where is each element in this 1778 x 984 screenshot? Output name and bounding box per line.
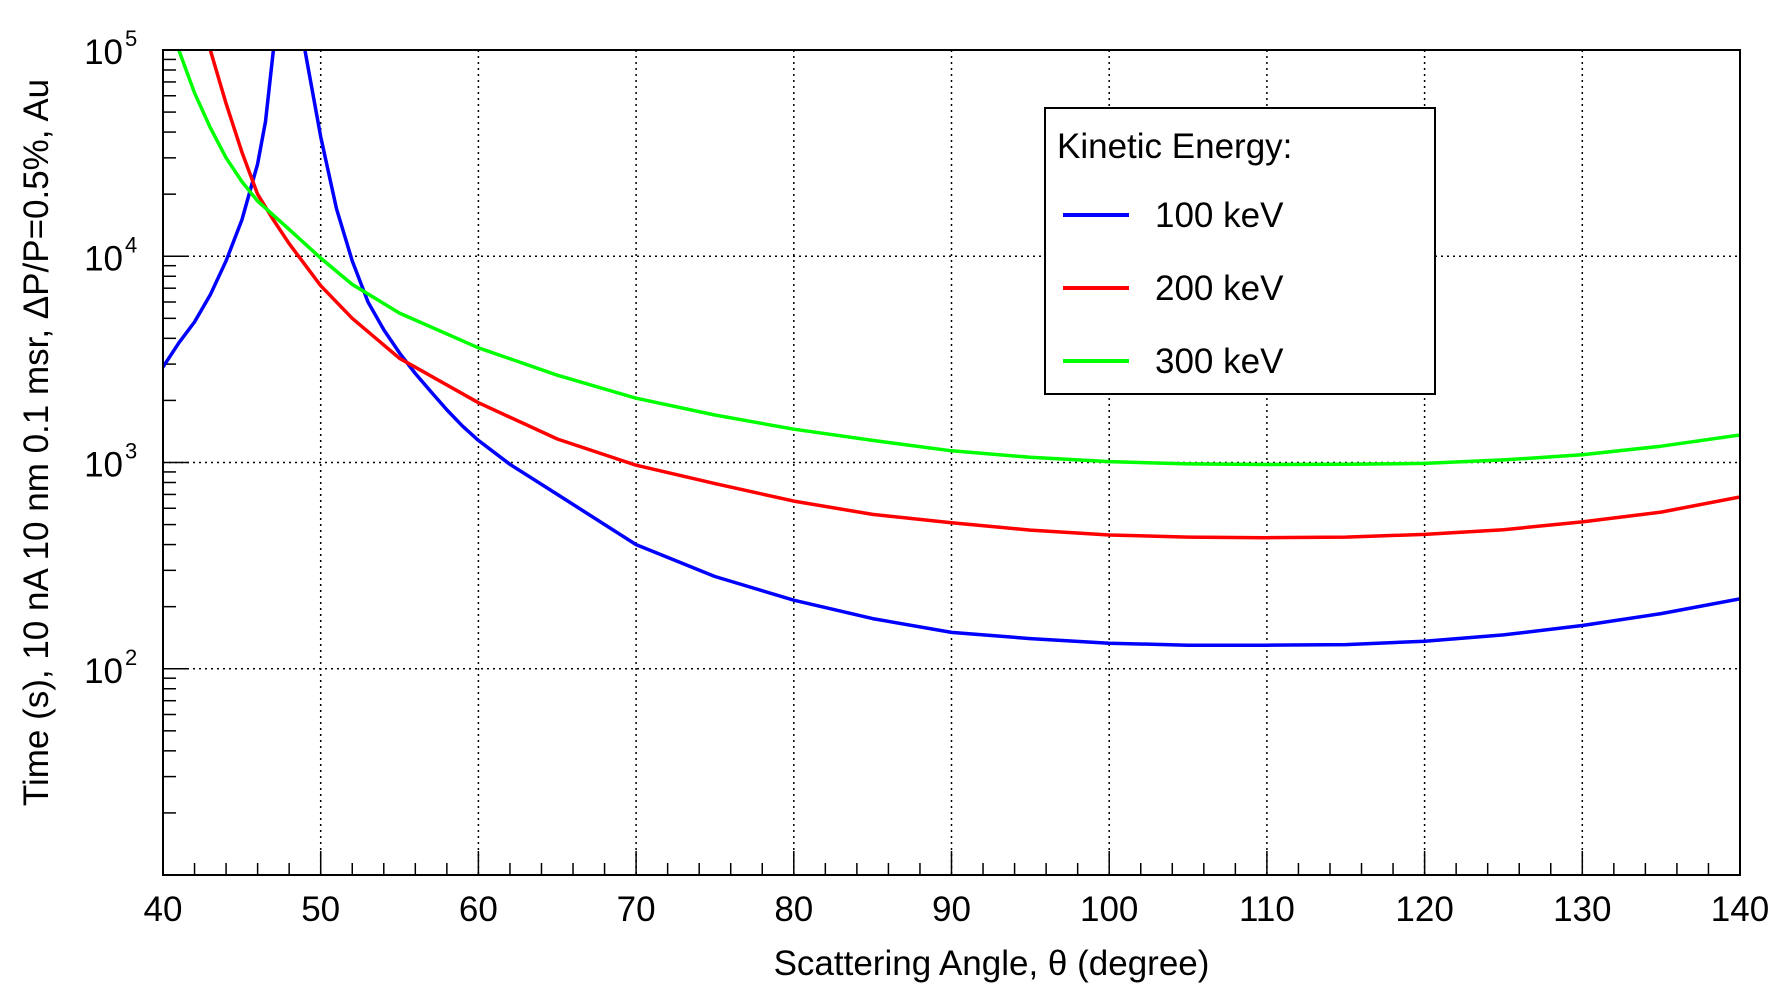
series-line: [208, 50, 1740, 540]
x-axis-label: Scattering Angle, θ (degree): [774, 944, 1210, 983]
y-tick-label: 10: [84, 239, 123, 278]
y-tick-base: 10: [84, 33, 123, 72]
y-tick-label: 10: [84, 33, 123, 72]
legend-box: [1044, 107, 1436, 395]
series-300-kev: [177, 50, 1740, 467]
series-line: [303, 50, 1740, 647]
y-tick-base: 10: [84, 652, 123, 691]
series-layer: [163, 50, 1740, 647]
legend-title: Kinetic Energy:: [1057, 127, 1292, 166]
series-100-kev: [163, 50, 1740, 647]
x-tick-label: 80: [774, 890, 813, 929]
legend-item: 100 keV: [1063, 196, 1284, 235]
x-tick-labels: 40 50 60 70 80 90 100 110 120 130 140: [144, 890, 1770, 929]
plot-frame: [162, 49, 1741, 876]
x-tick-label: 60: [459, 890, 498, 929]
x-tick-label: 100: [1080, 890, 1138, 929]
x-tick-label: 130: [1553, 890, 1611, 929]
legend-label: 100 keV: [1155, 196, 1284, 235]
series-line: [163, 50, 276, 369]
x-tick-label: 120: [1395, 890, 1453, 929]
legend-label: 200 keV: [1155, 269, 1284, 308]
x-tick-label: 40: [144, 890, 183, 929]
x-tick-label: 50: [301, 890, 340, 929]
x-tick-label: 110: [1239, 890, 1295, 929]
legend-item: 300 keV: [1063, 342, 1284, 381]
y-tick-label: 10: [84, 652, 123, 691]
y-tick-exponent: 2: [125, 645, 137, 670]
y-tick-base: 10: [84, 239, 123, 278]
y-tick-exponent: 5: [125, 26, 137, 51]
y-tick-exponent: 3: [125, 439, 137, 464]
x-tick-label: 70: [617, 890, 656, 929]
minor-ticks: [162, 49, 1741, 876]
y-tick-base: 10: [84, 446, 123, 485]
grid: [163, 50, 1740, 875]
y-axis-label: Time (s), 10 nA 10 nm 0.1 msr, ΔP/P=0.5%…: [17, 79, 56, 806]
legend-label: 300 keV: [1155, 342, 1284, 381]
x-tick-label: 90: [932, 890, 971, 929]
y-tick-exponent: 4: [125, 232, 137, 257]
legend-items: 100 keV 200 keV 300 keV: [1063, 196, 1284, 381]
legend: Kinetic Energy: 100 keV 200 keV 300 keV: [1044, 107, 1436, 395]
y-tick-label: 10: [84, 446, 123, 485]
series-200-kev: [208, 50, 1740, 540]
series-line: [177, 50, 1740, 467]
x-tick-label: 140: [1711, 890, 1769, 929]
legend-item: 200 keV: [1063, 269, 1284, 308]
